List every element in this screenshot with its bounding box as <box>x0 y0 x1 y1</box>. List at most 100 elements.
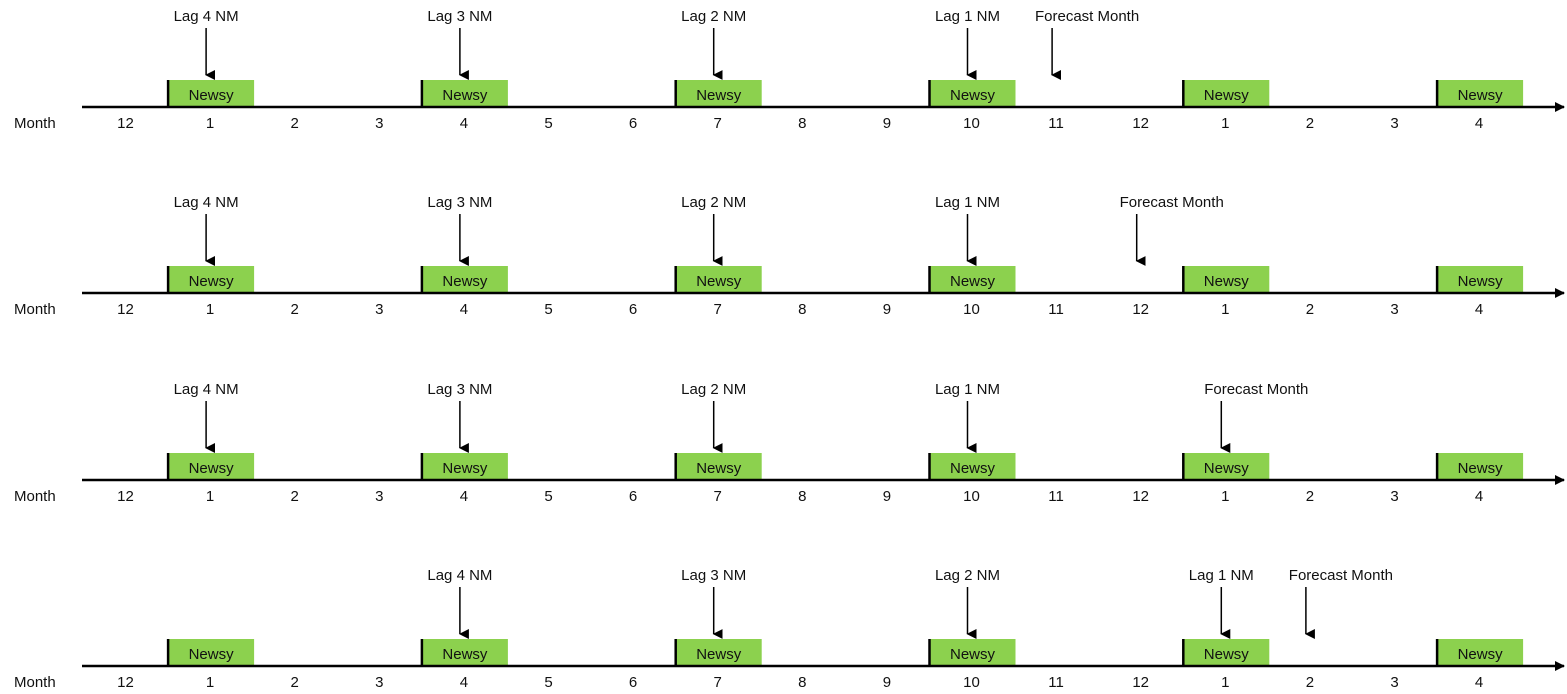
newsy-label: Newsy <box>696 460 742 477</box>
month-tick-label: 7 <box>714 301 722 318</box>
month-tick-label: 8 <box>798 115 806 132</box>
newsy-label: Newsy <box>1458 646 1504 663</box>
newsy-box <box>929 639 1016 666</box>
newsy-box <box>675 639 762 666</box>
newsy-box <box>929 80 1016 107</box>
month-tick-label: 4 <box>460 674 468 691</box>
month-tick-label: 2 <box>291 301 299 318</box>
month-tick-label: 2 <box>1306 301 1314 318</box>
month-tick-label: 6 <box>629 115 637 132</box>
newsy-box <box>1437 639 1524 666</box>
month-tick-label: 12 <box>117 674 134 691</box>
month-tick-label: 4 <box>460 115 468 132</box>
month-tick-label: 1 <box>206 674 214 691</box>
newsy-box <box>1437 80 1524 107</box>
month-tick-label: 2 <box>1306 115 1314 132</box>
lag-label: Lag 2 NM <box>681 8 746 25</box>
month-tick-label: 1 <box>1221 301 1229 318</box>
newsy-label: Newsy <box>442 87 488 104</box>
month-tick-label: 4 <box>460 488 468 505</box>
month-tick-label: 9 <box>883 674 891 691</box>
month-tick-label: 4 <box>1475 674 1483 691</box>
lag-label: Lag 3 NM <box>427 194 492 211</box>
forecast-label: Forecast Month <box>1035 8 1139 25</box>
newsy-box <box>1437 453 1524 480</box>
month-tick-label: 2 <box>291 488 299 505</box>
axis-label-month: Month <box>14 115 56 132</box>
month-tick-label: 10 <box>963 488 980 505</box>
newsy-box <box>929 266 1016 293</box>
newsy-label: Newsy <box>696 87 742 104</box>
month-tick-label: 5 <box>544 115 552 132</box>
newsy-box <box>1437 266 1524 293</box>
newsy-box <box>421 266 508 293</box>
month-tick-label: 7 <box>714 488 722 505</box>
month-tick-label: 12 <box>1132 115 1149 132</box>
month-tick-label: 10 <box>963 674 980 691</box>
month-tick-label: 3 <box>375 488 383 505</box>
newsy-label: Newsy <box>442 646 488 663</box>
lag-label: Lag 2 NM <box>681 194 746 211</box>
month-tick-label: 7 <box>714 115 722 132</box>
month-tick-label: 4 <box>1475 301 1483 318</box>
newsy-box <box>1183 266 1270 293</box>
lag-label: Lag 4 NM <box>174 194 239 211</box>
lag-label: Lag 4 NM <box>174 8 239 25</box>
lag-label: Lag 1 NM <box>935 8 1000 25</box>
lag-label: Lag 1 NM <box>935 194 1000 211</box>
month-tick-label: 3 <box>1390 115 1398 132</box>
newsy-box <box>421 80 508 107</box>
month-tick-label: 4 <box>1475 488 1483 505</box>
month-tick-label: 6 <box>629 674 637 691</box>
newsy-box <box>1183 639 1270 666</box>
month-tick-label: 8 <box>798 488 806 505</box>
month-tick-label: 3 <box>375 301 383 318</box>
month-tick-label: 4 <box>460 301 468 318</box>
forecast-label: Forecast Month <box>1120 194 1224 211</box>
newsy-label: Newsy <box>189 273 235 290</box>
newsy-box <box>168 639 255 666</box>
newsy-label: Newsy <box>1204 646 1250 663</box>
newsy-label: Newsy <box>189 646 235 663</box>
newsy-label: Newsy <box>696 646 742 663</box>
month-tick-label: 6 <box>629 488 637 505</box>
axis-label-month: Month <box>14 488 56 505</box>
newsy-box <box>1183 453 1270 480</box>
lag-label: Lag 2 NM <box>935 567 1000 584</box>
month-tick-label: 5 <box>544 301 552 318</box>
newsy-label: Newsy <box>950 273 996 290</box>
newsy-label: Newsy <box>442 273 488 290</box>
month-tick-label: 7 <box>714 674 722 691</box>
month-tick-label: 1 <box>1221 674 1229 691</box>
month-tick-label: 10 <box>963 115 980 132</box>
month-tick-label: 1 <box>206 115 214 132</box>
month-tick-label: 2 <box>291 115 299 132</box>
newsy-box <box>675 453 762 480</box>
month-tick-label: 10 <box>963 301 980 318</box>
axis-label-month: Month <box>14 301 56 318</box>
lag-label: Lag 4 NM <box>427 567 492 584</box>
lag-label: Lag 3 NM <box>681 567 746 584</box>
newsy-label: Newsy <box>950 87 996 104</box>
newsy-label: Newsy <box>950 646 996 663</box>
month-tick-label: 12 <box>1132 488 1149 505</box>
month-tick-label: 4 <box>1475 115 1483 132</box>
newsy-box <box>929 453 1016 480</box>
newsy-box <box>675 80 762 107</box>
newsy-label: Newsy <box>1204 273 1250 290</box>
newsy-box <box>421 639 508 666</box>
month-tick-label: 11 <box>1048 301 1064 318</box>
newsy-label: Newsy <box>189 460 235 477</box>
month-tick-label: 1 <box>206 488 214 505</box>
lag-label: Lag 2 NM <box>681 381 746 398</box>
month-tick-label: 6 <box>629 301 637 318</box>
month-tick-label: 2 <box>1306 674 1314 691</box>
month-tick-label: 9 <box>883 115 891 132</box>
lag-label: Lag 3 NM <box>427 381 492 398</box>
month-tick-label: 9 <box>883 301 891 318</box>
month-tick-label: 11 <box>1048 674 1064 691</box>
